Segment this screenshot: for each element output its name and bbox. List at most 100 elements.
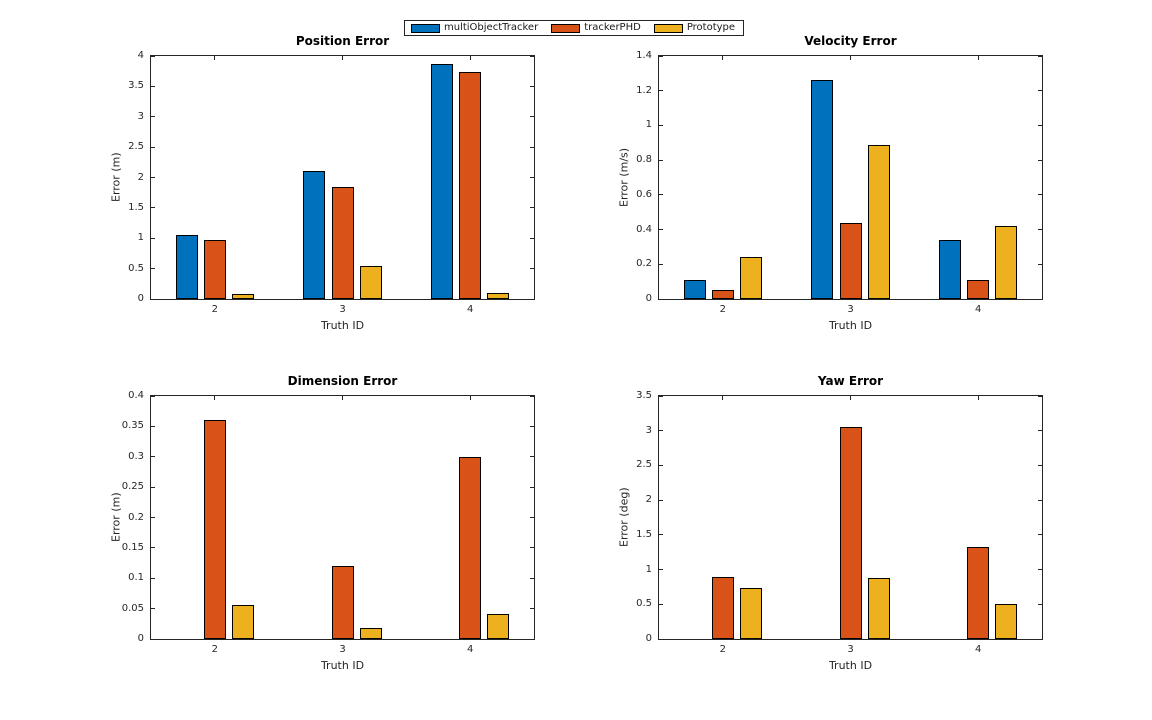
y-tick-label: 0.2 [128, 511, 144, 523]
y-tick-left [659, 499, 663, 501]
y-tick-right [530, 146, 534, 148]
x-tick-label: 2 [719, 644, 727, 655]
y-tick-left [659, 90, 663, 92]
x-tick-top [342, 56, 343, 60]
y-tick-label: 1.5 [128, 201, 144, 213]
bar-trackerPHD-truth-2 [203, 240, 226, 299]
y-tick-right [530, 207, 534, 209]
y-tick-left [659, 638, 663, 640]
y-tick-left [151, 425, 155, 427]
y-tick-left [659, 603, 663, 605]
x-axis-label: Truth ID [320, 319, 365, 332]
bar-trackerPHD-truth-2 [711, 290, 734, 299]
y-tick-left [659, 263, 663, 265]
legend-swatch-orange [551, 23, 581, 33]
bar-Prototype-truth-2 [232, 605, 255, 639]
y-tick-right [1038, 298, 1042, 300]
bar-Prototype-truth-2 [740, 588, 763, 639]
plot-area: 0 0.05 0.1 0.15 0.2 0.25 0.3 0.35 0.4 2 3 4 [122, 390, 535, 655]
x-tick-label: 2 [211, 304, 219, 315]
y-tick-right [530, 268, 534, 270]
y-tick-label: 3.5 [636, 390, 652, 401]
y-tick-left [151, 638, 155, 640]
plot-area: 0 0.5 1 1.5 2 2.5 3 3.5 4 2 3 4 [128, 50, 535, 315]
y-tick-right [530, 237, 534, 239]
y-tick-right [1038, 90, 1042, 92]
bar-Prototype-truth-4 [995, 226, 1018, 299]
y-tick-left [151, 207, 155, 209]
y-tick-left [151, 268, 155, 270]
y-tick-label: 4 [137, 50, 144, 61]
y-tick-label: 1.5 [636, 528, 652, 540]
x-tick-label: 4 [974, 304, 982, 315]
bar-Prototype-truth-4 [487, 293, 510, 299]
bar-trackerPHD-truth-4 [967, 547, 990, 639]
y-tick-right [1038, 430, 1042, 432]
y-tick-left [151, 298, 155, 300]
legend-item-prototype: Prototype [653, 21, 735, 35]
y-tick-right [530, 116, 534, 118]
y-tick-left [151, 177, 155, 178]
x-tick-top [722, 396, 724, 400]
y-tick-left [659, 194, 663, 196]
y-tick-label: 0.6 [636, 188, 652, 200]
y-tick-left [659, 124, 663, 126]
x-axis-label: Truth ID [828, 319, 873, 332]
y-tick-left [659, 229, 663, 231]
x-tick-label: 4 [466, 304, 474, 315]
y-tick-label: 2.5 [636, 459, 652, 471]
chart-title: Position Error [295, 34, 390, 48]
bar-trackerPHD-truth-4 [459, 72, 482, 299]
x-tick-top [722, 56, 724, 60]
x-tick-label: 3 [847, 644, 854, 655]
chart-title: Velocity Error [804, 34, 897, 48]
chart-title: Yaw Error [817, 374, 884, 388]
x-tick-top [850, 396, 851, 400]
y-tick-label: 0 [645, 633, 652, 644]
y-tick-label: 0 [645, 293, 652, 304]
y-tick-right [530, 425, 534, 427]
y-tick-label: 3 [645, 424, 652, 436]
x-tick-label: 4 [466, 644, 474, 655]
y-tick-right [530, 395, 534, 397]
bar-multiObjectTracker-truth-3 [811, 80, 834, 299]
y-tick-label: 0 [137, 293, 144, 304]
y-tick-right [1038, 464, 1042, 466]
y-tick-label: 3 [137, 110, 144, 122]
y-tick-left [151, 547, 155, 549]
y-tick-left [659, 159, 663, 161]
x-tick-top [342, 396, 343, 400]
y-tick-left [659, 430, 663, 432]
y-tick-label: 1 [137, 232, 144, 244]
y-tick-label: 1 [645, 119, 652, 131]
bar-Prototype-truth-2 [740, 257, 763, 299]
y-tick-left [151, 577, 155, 579]
y-tick-left [151, 237, 155, 239]
y-tick-right [1038, 55, 1042, 57]
y-tick-right [530, 547, 534, 549]
x-tick-top [850, 56, 851, 60]
y-tick-label: 1.2 [636, 84, 652, 96]
y-tick-left [659, 55, 663, 57]
x-axis-label: Truth ID [320, 659, 365, 672]
x-tick-top [977, 396, 979, 400]
legend-label: trackerPHD [584, 22, 641, 33]
y-tick-label: 0.5 [636, 598, 652, 610]
y-tick-right [530, 486, 534, 488]
y-tick-left [659, 298, 663, 300]
y-tick-right [1038, 159, 1042, 161]
y-tick-label: 0.15 [121, 541, 144, 553]
bar-Prototype-truth-4 [487, 614, 510, 639]
subplot-position-error: Position Error Error (m) 0 0.5 1 1.5 2 2.5 3 3.… [110, 34, 535, 332]
x-tick-label: 2 [719, 304, 727, 315]
y-tick-right [1038, 229, 1042, 231]
y-tick-right [1038, 569, 1042, 571]
y-tick-left [659, 569, 663, 571]
y-tick-right [1038, 638, 1042, 640]
y-tick-left [151, 116, 155, 118]
y-tick-label: 0 [137, 633, 144, 644]
legend-label: multiObjectTracker [444, 22, 539, 33]
y-tick-right [530, 298, 534, 300]
legend-item-multiobjecttracker: multiObjectTracker [411, 21, 538, 35]
bar-trackerPHD-truth-4 [459, 457, 482, 639]
